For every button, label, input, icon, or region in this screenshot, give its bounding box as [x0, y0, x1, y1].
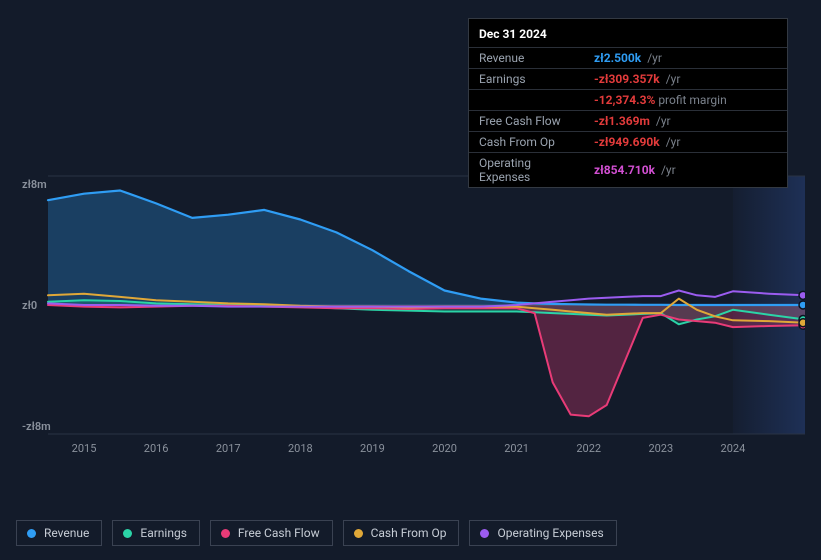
y-axis-label: zł0 [22, 299, 37, 312]
x-axis-label: 2020 [432, 442, 457, 455]
legend-swatch [480, 529, 489, 538]
series-end-marker [799, 319, 805, 327]
x-axis-label: 2016 [144, 442, 169, 455]
tooltip-row-value: zł2.500k /yr [584, 48, 787, 69]
legend: Revenue Earnings Free Cash Flow Cash From O… [16, 520, 617, 546]
x-axis-label: 2017 [216, 442, 241, 455]
x-axis-label: 2018 [288, 442, 313, 455]
x-axis-label: 2023 [648, 442, 673, 455]
legend-swatch [221, 529, 230, 538]
tooltip-row-value: -zł1.369m /yr [584, 111, 787, 132]
tooltip-row-key: Revenue [469, 48, 584, 69]
tooltip-row: Operating Expenseszł854.710k /yr [469, 153, 787, 188]
tooltip-row: Cash From Op-zł949.690k /yr [469, 132, 787, 153]
tooltip-row: Revenuezł2.500k /yr [469, 48, 787, 69]
legend-item[interactable]: Cash From Op [343, 520, 460, 546]
y-axis-label: -zł8m [22, 420, 51, 433]
legend-swatch [123, 529, 132, 538]
tooltip-row-sub: -12,374.3% profit margin [469, 90, 787, 111]
legend-label: Operating Expenses [497, 526, 603, 540]
legend-item[interactable]: Operating Expenses [469, 520, 616, 546]
legend-swatch [354, 529, 363, 538]
x-axis-label: 2022 [576, 442, 601, 455]
legend-item[interactable]: Free Cash Flow [210, 520, 333, 546]
line-area-chart[interactable]: zł8m zł0 -zł8m 2015 2016 2017 2018 2019 2020 2021… [16, 156, 805, 486]
legend-label: Cash From Op [371, 526, 447, 540]
x-axis-label: 2024 [721, 442, 746, 455]
x-axis-label: 2015 [72, 442, 97, 455]
tooltip-row-key: Cash From Op [469, 132, 584, 153]
tooltip-row-value: -zł949.690k /yr [584, 132, 787, 153]
series-end-marker [799, 301, 805, 309]
legend-label: Free Cash Flow [238, 526, 320, 540]
x-axis-label: 2019 [360, 442, 385, 455]
tooltip-row-value: -zł309.357k /yr [584, 69, 787, 90]
tooltip-row-key: Free Cash Flow [469, 111, 584, 132]
tooltip-date: Dec 31 2024 [469, 25, 787, 47]
y-axis-label: zł8m [22, 178, 47, 191]
legend-swatch [27, 529, 36, 538]
tooltip-row: Earnings-zł309.357k /yr [469, 69, 787, 90]
tooltip-row-key: Earnings [469, 69, 584, 90]
tooltip-table: Revenuezł2.500k /yrEarnings-zł309.357k /… [469, 47, 787, 187]
tooltip-row-key: Operating Expenses [469, 153, 584, 188]
x-axis-label: 2021 [504, 442, 529, 455]
tooltip-row-value: zł854.710k /yr [584, 153, 787, 188]
series-fill [48, 191, 805, 306]
tooltip-row: Free Cash Flow-zł1.369m /yr [469, 111, 787, 132]
chart-container: zł8m zł0 -zł8m 2015 2016 2017 2018 2019 2020 2021… [16, 156, 805, 486]
legend-item[interactable]: Revenue [16, 520, 102, 546]
legend-label: Revenue [44, 526, 89, 540]
legend-item[interactable]: Earnings [112, 520, 200, 546]
tooltip-panel: Dec 31 2024 Revenuezł2.500k /yrEarnings-… [468, 18, 788, 188]
series-end-marker [799, 291, 805, 299]
legend-label: Earnings [140, 526, 187, 540]
